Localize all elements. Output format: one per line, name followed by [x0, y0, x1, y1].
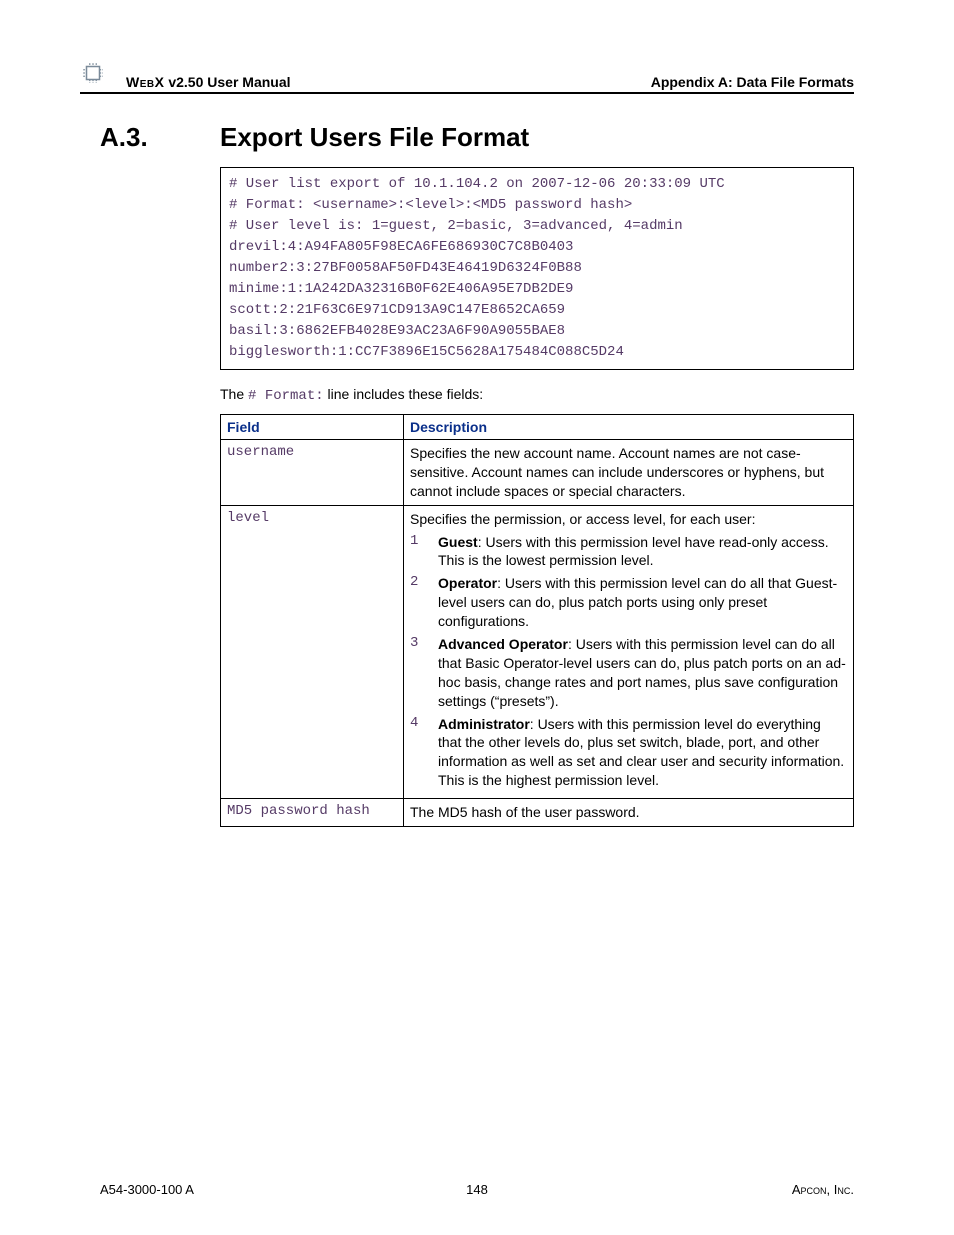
level-intro: Specifies the permission, or access leve… — [410, 510, 847, 529]
section-heading: A.3. Export Users File Format — [100, 122, 854, 153]
version-label: v2.50 User Manual — [168, 74, 290, 90]
level-item: 2Operator: Users with this permission le… — [410, 574, 847, 631]
level-description: Guest: Users with this permission level … — [438, 533, 847, 571]
field-level: level — [221, 505, 404, 798]
level-item: 4Administrator: Users with this permissi… — [410, 715, 847, 791]
level-item: 1Guest: Users with this permission level… — [410, 533, 847, 571]
field-username: username — [221, 440, 404, 506]
section-body: # User list export of 10.1.104.2 on 2007… — [220, 167, 854, 827]
col-description: Description — [404, 415, 854, 440]
intro-prefix: The — [220, 386, 248, 402]
header-appendix: Appendix A: Data File Formats — [651, 74, 854, 90]
chip-icon — [80, 60, 106, 86]
footer-page-number: 148 — [100, 1182, 854, 1197]
manual-page: WebX v2.50 User Manual Appendix A: Data … — [0, 0, 954, 1235]
col-field: Field — [221, 415, 404, 440]
header-title: WebX v2.50 User Manual — [126, 74, 651, 90]
section-title-text: Export Users File Format — [220, 122, 529, 153]
table-row: username Specifies the new account name.… — [221, 440, 854, 506]
level-number: 3 — [410, 635, 438, 711]
table-row: MD5 password hash The MD5 hash of the us… — [221, 799, 854, 827]
fields-table: Field Description username Specifies the… — [220, 414, 854, 827]
page-header: WebX v2.50 User Manual Appendix A: Data … — [80, 60, 854, 94]
table-header-row: Field Description — [221, 415, 854, 440]
level-description: Administrator: Users with this permissio… — [438, 715, 847, 791]
product-name: WebX — [126, 74, 164, 90]
level-description: Advanced Operator: Users with this permi… — [438, 635, 847, 711]
page-footer: A54-3000-100 A 148 Apcon, Inc. — [100, 1182, 854, 1197]
table-row: level Specifies the permission, or acces… — [221, 505, 854, 798]
field-md5: MD5 password hash — [221, 799, 404, 827]
level-number: 2 — [410, 574, 438, 631]
format-intro: The # Format: line includes these fields… — [220, 386, 854, 404]
level-number: 1 — [410, 533, 438, 571]
intro-mono: # Format: — [248, 388, 324, 404]
code-example-box: # User list export of 10.1.104.2 on 2007… — [220, 167, 854, 370]
level-item: 3Advanced Operator: Users with this perm… — [410, 635, 847, 711]
level-description: Operator: Users with this permission lev… — [438, 574, 847, 631]
desc-username: Specifies the new account name. Account … — [404, 440, 854, 506]
section-number: A.3. — [100, 122, 220, 153]
desc-level: Specifies the permission, or access leve… — [404, 505, 854, 798]
level-number: 4 — [410, 715, 438, 791]
intro-suffix: line includes these fields: — [324, 386, 484, 402]
desc-md5: The MD5 hash of the user password. — [404, 799, 854, 827]
